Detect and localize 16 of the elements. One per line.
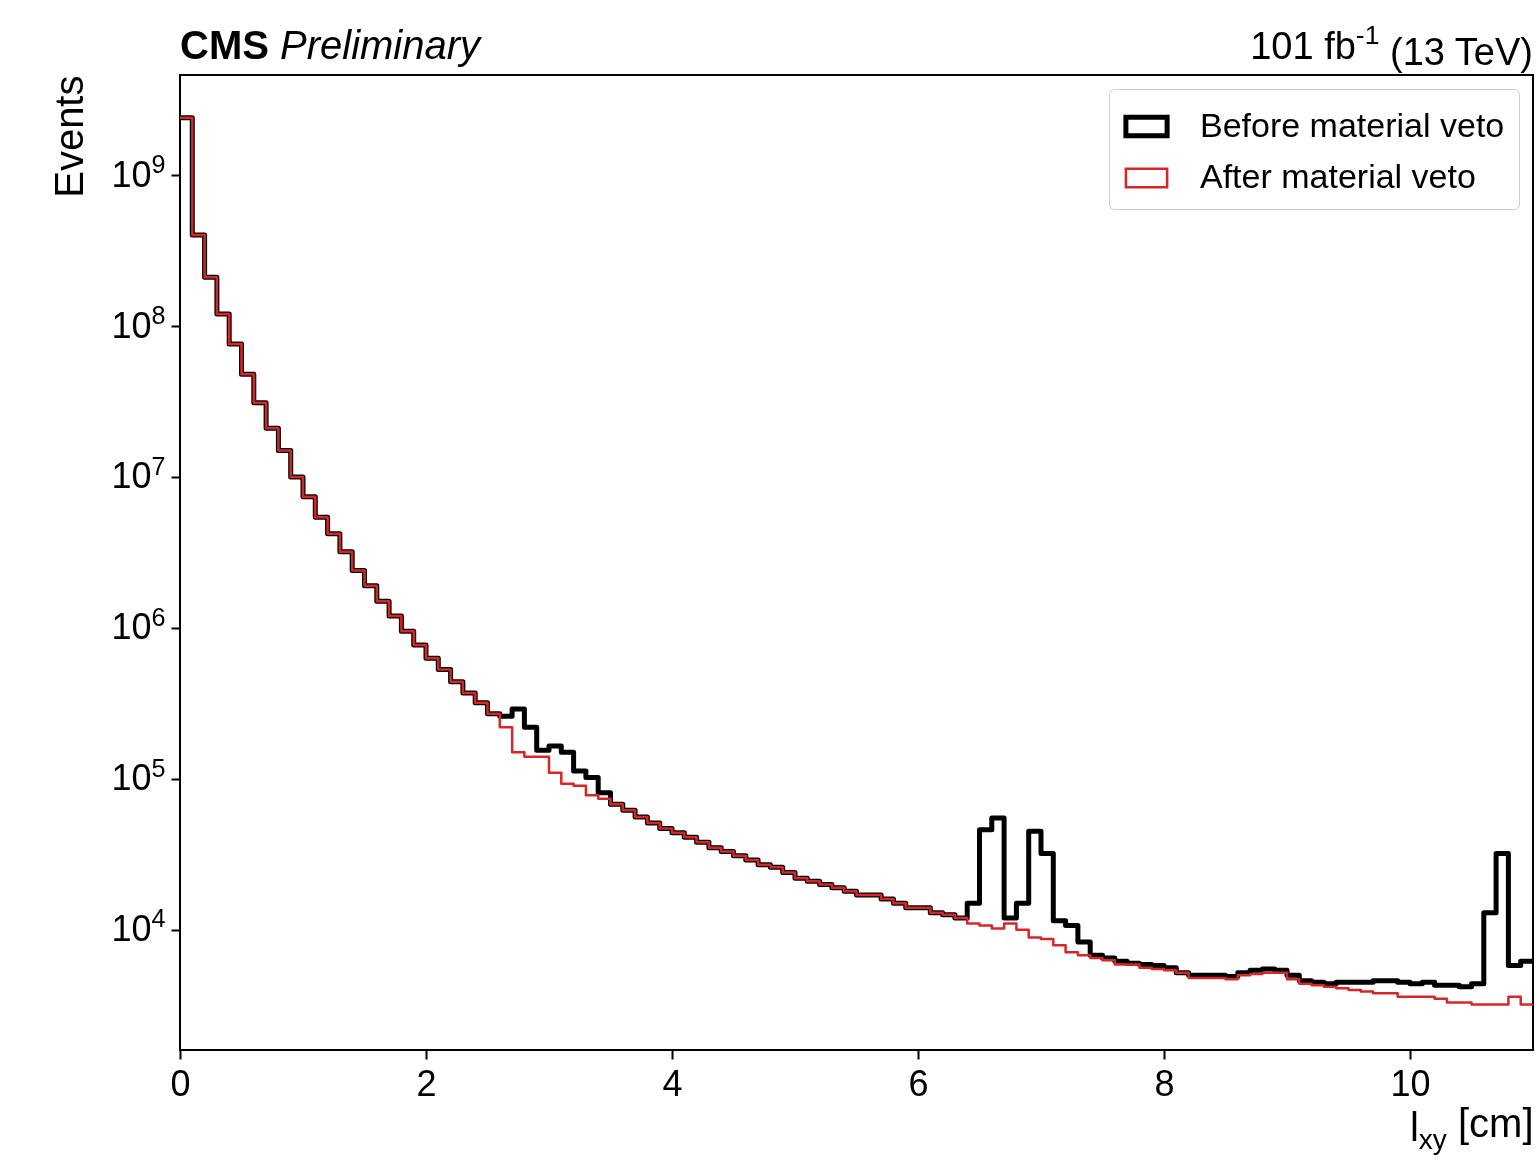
x-tick-label: 0 (170, 1062, 191, 1104)
y-tick-label: 10$^{9}$ (111, 149, 166, 195)
x-tick-label: 2 (416, 1062, 437, 1104)
legend-label: After material veto (1200, 157, 1476, 195)
chart-title: CMS Preliminary (180, 23, 484, 67)
y-tick-label: 10$^{8}$ (111, 300, 166, 346)
y-tick-label: 10$^{7}$ (111, 451, 166, 497)
x-tick-label: 8 (1154, 1062, 1175, 1104)
legend-label: Before material veto (1200, 105, 1505, 144)
text: 101 fb$^{-1}$ (13 TeV) (1250, 20, 1533, 74)
y-tick-label: 10$^{6}$ (111, 602, 166, 648)
x-tick-label: 4 (662, 1062, 683, 1104)
y-axis-title: Events (47, 75, 92, 198)
y-tick-label: 10$^{5}$ (111, 753, 166, 799)
x-tick-label: 6 (908, 1062, 929, 1104)
y-tick-label: 10$^{4}$ (111, 904, 166, 950)
